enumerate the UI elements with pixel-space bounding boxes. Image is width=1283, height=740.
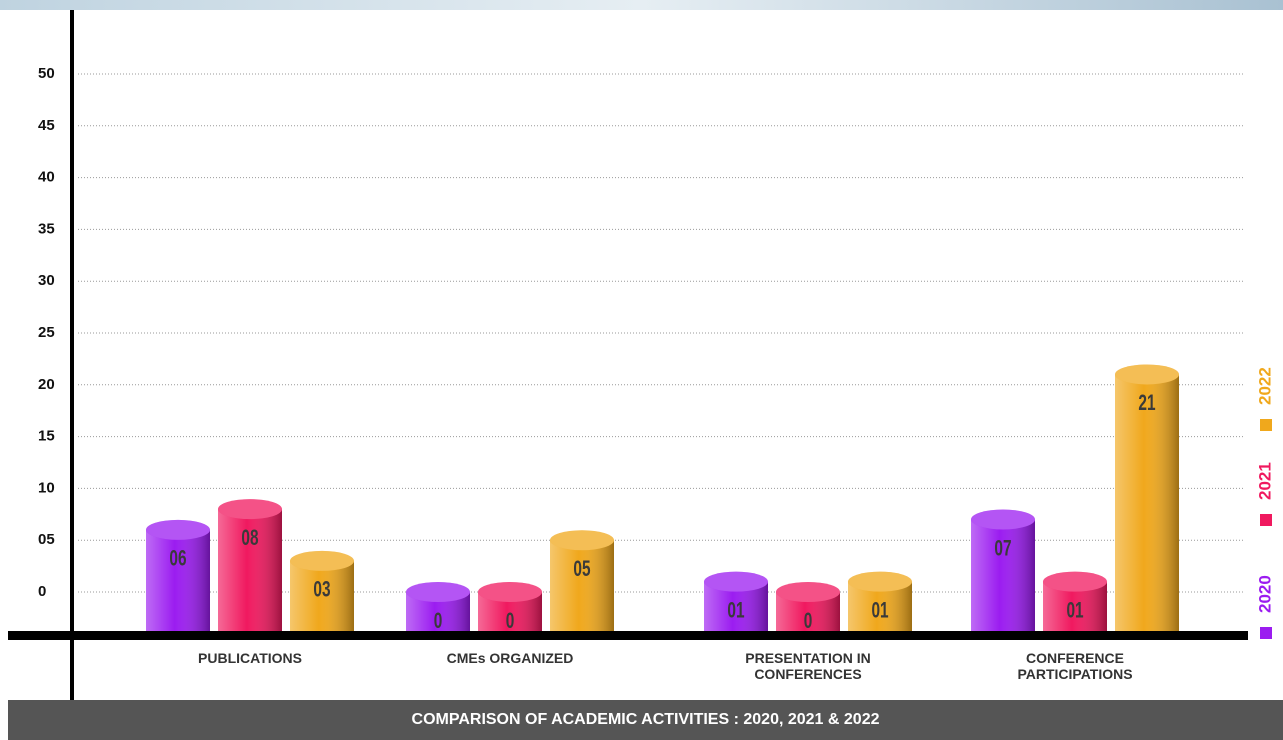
bar-group: 0 [406,582,470,634]
y-tick-label: 30 [38,272,55,289]
bar-cap [406,582,470,602]
bar-shade [218,509,282,632]
bar-group: 01 [1043,571,1107,632]
value-label: 07 [994,537,1011,561]
bar-cap-shine [971,509,1035,530]
x-tick-label: CMEs ORGANIZED [446,650,574,666]
bar-cap-shine [218,499,282,520]
bar-cap-shine [1043,571,1107,592]
bar-group: 07 [971,509,1035,632]
bar-cap [146,519,210,540]
legend-swatch [1260,627,1272,639]
value-label: 01 [727,599,744,623]
y-tick-label: 45 [38,117,55,134]
bar-shade [290,560,354,632]
x-tick-label: PRESENTATION IN CONFERENCES [745,650,871,682]
y-tick-label: 10 [38,479,55,496]
bar-shade [1115,374,1179,632]
bar-cap [704,571,768,592]
bar-cap [1115,364,1179,385]
legend-label: 2021 [1255,462,1274,500]
bar-cap-shine [848,571,912,592]
y-tick-label: 20 [38,376,55,393]
bar-group: 08 [218,499,282,632]
floor [8,631,1248,640]
bar-cap [478,582,542,602]
bar-cap-shine [776,582,840,602]
bar-group: 03 [290,550,354,632]
bar-group: 0 [776,582,840,634]
value-label: 0 [804,609,813,633]
bar-group: 01 [848,571,912,632]
y-tick-label: 15 [38,428,55,445]
value-label: 03 [313,578,330,602]
legend-swatch [1260,514,1272,526]
bar-cap-shine [550,530,614,551]
bar-shade [971,519,1035,632]
legend-swatch [1260,419,1272,431]
value-label: 08 [241,526,258,550]
bar-cap [848,571,912,592]
x-tick-label: CONFERENCE PARTICIPATIONS [1017,650,1133,682]
y-tick-label: 0 [38,583,46,600]
bar-cap [776,582,840,602]
value-label: 01 [1066,599,1083,623]
bar-cap-shine [704,571,768,592]
bar-group: 06 [146,519,210,632]
legend-label: 2022 [1255,367,1274,405]
bar-cap-shine [406,582,470,602]
y-tick-label: 35 [38,220,55,237]
value-label: 0 [506,609,515,633]
legend-label: 2020 [1255,575,1274,613]
bar-group: 0 [478,582,542,634]
value-label: 21 [1138,392,1155,416]
y-tick-label: 25 [38,324,55,341]
bar-cap-shine [478,582,542,602]
bar-cap [290,550,354,571]
y-tick-label: 50 [38,65,55,82]
value-label: 05 [573,557,590,581]
bar-cap-shine [146,519,210,540]
y-tick-label: 40 [38,169,55,186]
bar-shade [146,529,210,632]
bar-cap-shine [1115,364,1179,385]
bar-group: 01 [704,571,768,632]
bar-cap-shine [290,550,354,571]
y-tick-label: 05 [38,531,55,548]
bar-cap [1043,571,1107,592]
bar-cap [971,509,1035,530]
y-axis [70,10,74,700]
bar-group: 05 [550,530,614,632]
bar-group: 21 [1115,364,1179,632]
value-label: 06 [169,547,186,571]
x-tick-label: PUBLICATIONS [198,650,302,666]
bar-cap [218,499,282,520]
bar-cap [550,530,614,551]
header-strip [0,0,1283,10]
value-label: 0 [434,609,443,633]
value-label: 01 [871,599,888,623]
chart-title: COMPARISON OF ACADEMIC ACTIVITIES : 2020… [8,700,1283,740]
bar-shade [550,540,614,632]
